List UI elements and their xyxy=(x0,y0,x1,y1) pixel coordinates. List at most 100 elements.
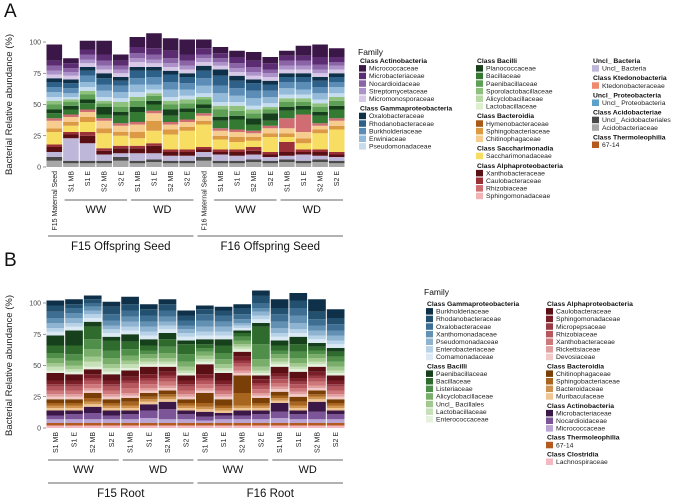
bar-segment-rhizobiaceae xyxy=(83,380,102,385)
bar-segment-nocardioidaceae xyxy=(162,58,179,64)
bar-segment-streptomycetaceae xyxy=(279,65,295,70)
legend-item: Alicyclobacillaceae xyxy=(436,394,493,401)
x-tick-label: S1 MB xyxy=(277,432,284,453)
bar-segment-enterobacteriaceae xyxy=(158,325,177,330)
bar-segment-bacillaceae xyxy=(245,124,262,131)
legend-item: Nocardioidaceae xyxy=(369,81,420,88)
bar-segment-micromonosporaceae xyxy=(63,75,79,80)
bar-segment-micropepsaceae xyxy=(46,384,65,387)
legend-swatch-rhizobiaceae xyxy=(546,330,553,338)
bar-segment-comamonadaceae xyxy=(46,331,65,336)
bar-segment-nocardioidaceae xyxy=(63,68,79,72)
bar-segment-enterococcaceae xyxy=(158,364,177,367)
legend-item: Rickettsiaceae xyxy=(556,347,600,354)
bar-segment-xanthobacteraceae xyxy=(46,390,65,395)
bar-segment-burkholderiaceae xyxy=(102,301,121,307)
bar-segment-nocardioidaceae xyxy=(139,410,158,418)
bar-segment-micromonosporaceae xyxy=(295,69,312,74)
bar-segment-rhizobiaceae xyxy=(196,113,212,116)
bar-segment-rhizobiaceae xyxy=(245,130,262,134)
bar-segment-rhodanobacteraceae xyxy=(162,74,179,82)
legend-item: Planococcaceae xyxy=(486,66,536,73)
bar-segment-chitinophagaceae xyxy=(212,130,229,136)
legend-class-heading: Class Bacilli xyxy=(427,363,467,370)
bar-segment-muribaculaceae xyxy=(121,408,139,411)
bar-segment-micrococcaceae xyxy=(289,419,308,423)
bar-segment-lactobacillaceae xyxy=(214,368,233,371)
bar-segment-oxalobacteraceae xyxy=(279,73,295,77)
bar-segment-xanthobacteraceae xyxy=(279,152,295,156)
bar-segment-rhizobiaceae xyxy=(326,386,345,391)
bar-segment-rhodanobacteraceae xyxy=(196,309,214,315)
bar-segment-nocardioidaceae xyxy=(245,67,262,72)
bar-segment-micromonosporaceae xyxy=(46,74,63,79)
bar-segment-rickettsiaceae xyxy=(102,394,121,397)
legend-item: Saccharimonadaceae xyxy=(486,153,552,160)
bar-segment-bacteroidaceae xyxy=(121,405,139,408)
bar-segment-microbacteriaceae xyxy=(129,47,146,54)
bar-segment-sphingomonadaceae xyxy=(289,378,308,382)
bar-segment-rhodanobacteraceae xyxy=(229,80,245,89)
bar-segment-devosiaceae xyxy=(65,396,83,400)
bar-segment-planococcaceae xyxy=(63,105,79,110)
bar-segment-rhodanobacteraceae xyxy=(63,83,79,89)
bar-segment-xanthobacteraceae xyxy=(308,381,326,386)
bar-segment-oxalobacteraceae xyxy=(65,308,83,313)
bar-segment-lachnospiraceae xyxy=(196,425,214,428)
legend-swatch-oxalobacteraceae xyxy=(426,323,433,330)
bar-segment-chitinophagaceae xyxy=(158,390,177,395)
bar-segment-rhodanobacteraceae xyxy=(146,70,162,77)
bar-segment-planococcaceae xyxy=(328,105,345,110)
legend-item: Sporolactobacillaceae xyxy=(486,88,553,95)
bar-segment-microbacteriaceae xyxy=(279,55,295,61)
legend-class-heading: Class Actinobacteria xyxy=(547,403,614,410)
bar-segment-erwiniaceae xyxy=(96,90,112,97)
bar-segment-rhizobiaceae xyxy=(158,378,177,382)
bar-segment-enterobacteriaceae xyxy=(270,333,289,337)
bar-segment-uncl-bacteria xyxy=(162,155,179,161)
bar-segment-micromonosporaceae xyxy=(96,69,112,74)
bar-segment-xanthobacteraceae xyxy=(196,384,214,388)
bar-segment-uncl-bacillales xyxy=(289,363,308,367)
bar-segment-micrococcaceae xyxy=(158,419,177,423)
legend-swatch-bacteroidaceae xyxy=(546,385,553,393)
bar-segment-streptomycetaceae xyxy=(63,72,79,76)
bar-segment-micromonosporaceae xyxy=(279,69,295,74)
bar-segment-nocardioidaceae xyxy=(65,414,83,420)
bar-segment-erwiniaceae xyxy=(295,89,312,95)
bar-segment-rhodanobacteraceae xyxy=(270,308,289,315)
bar-segment-erwiniaceae xyxy=(112,92,129,99)
legend-swatch-burkholderiaceae xyxy=(426,308,433,315)
bar-segment-erwiniaceae xyxy=(196,85,212,94)
bar-segment-sporolactobacillaceae xyxy=(146,93,162,96)
legend-class-heading: Class Alphaproteobacteria xyxy=(477,163,563,170)
legend-swatch-enterococcaceae xyxy=(426,416,433,423)
legend-swatch-ktedonobacteraceae xyxy=(592,82,599,89)
bar-segment-sphingomonadaceae xyxy=(177,380,195,385)
bar-segment-alicyclobacillaceae xyxy=(158,353,177,358)
bar-segment-rhodanobacteraceae xyxy=(158,304,177,311)
bar-segment-pseudomonadaceae xyxy=(46,97,63,101)
bar-segment-microbacteriaceae xyxy=(328,57,345,62)
bar-segment-nocardioidaceae xyxy=(212,58,229,62)
bar-segment-lachnospiraceae xyxy=(158,425,177,428)
legend-item: Uncl_ Bacteria xyxy=(602,66,646,73)
bar-segment-sphingobacteriaceae xyxy=(46,403,65,406)
bar-segment-paenibacillaceae xyxy=(65,330,83,346)
bar-segment-rickettsiaceae xyxy=(158,385,177,388)
bar-segment-microbacteriaceae xyxy=(196,48,212,55)
bar-segment-chitinophagaceae xyxy=(177,399,195,403)
bar-segment-enterococcaceae xyxy=(214,370,233,373)
bar-segment-burkholderiaceae xyxy=(112,85,129,92)
legend-item: Microbacteriaceae xyxy=(369,73,425,80)
legend-item: Listeriaceae xyxy=(436,386,473,393)
bar-segment-rhizobiaceae xyxy=(162,122,179,125)
x-tick-label: S2 E xyxy=(333,432,340,448)
bar-segment-oxalobacteraceae xyxy=(270,314,289,322)
bar-segment-oxalobacteraceae xyxy=(139,315,158,322)
legend-class-heading: Class Thermoleophilia xyxy=(547,435,620,442)
bar-segment-nocardioidaceae xyxy=(229,63,245,69)
bar-segment-lactobacillaceae xyxy=(46,366,65,371)
bar-segment-pseudomonadaceae xyxy=(245,105,262,110)
panel-a-chart: 0 25 50 75 100 Bacterial Relative abundance (… xyxy=(4,33,345,253)
